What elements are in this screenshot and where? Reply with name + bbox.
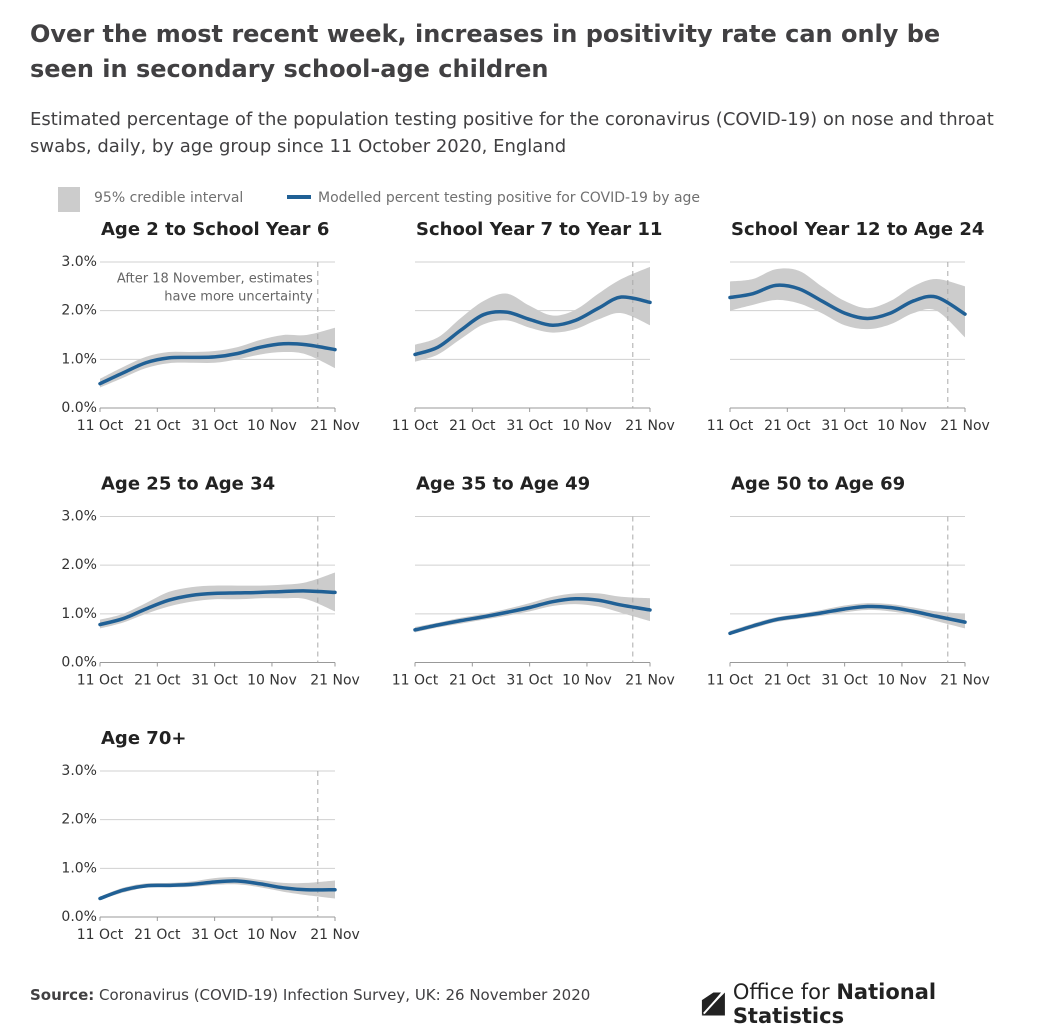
page-title: Over the most recent week, increases in … (30, 20, 941, 83)
series-line (98, 879, 337, 901)
x-tick-label: 31 Oct (506, 418, 553, 434)
page-subtitle: Estimated percentage of the population t… (30, 109, 994, 157)
x-tick-label: 11 Oct (707, 673, 754, 689)
x-tick-label: 10 Nov (562, 673, 612, 689)
chart-title: Age 50 to Age 69 (731, 474, 905, 495)
x-tick-label: 21 Oct (764, 418, 811, 434)
x-tick-label: 31 Oct (821, 418, 868, 434)
annotation: After 18 November, estimates (117, 272, 313, 287)
x-tick-label: 21 Oct (134, 927, 181, 943)
y-tick-label: 3.0% (61, 763, 97, 779)
y-tick-label: 0.0% (61, 909, 97, 925)
x-tick-label: 21 Oct (134, 418, 181, 434)
x-tick-label: 21 Oct (764, 673, 811, 689)
x-tick-label: 31 Oct (191, 927, 238, 943)
y-tick-label: 1.0% (61, 860, 97, 876)
logo-text: Office for (732, 980, 830, 1004)
x-tick-label: 10 Nov (877, 418, 927, 434)
chart-title: School Year 7 to Year 11 (416, 219, 662, 240)
source: Source: Coronavirus (COVID-19) Infection… (30, 986, 590, 1004)
x-tick-label: 31 Oct (191, 418, 238, 434)
chart-title: Age 25 to Age 34 (101, 474, 275, 495)
credible-interval (415, 592, 650, 633)
chart-title: Age 35 to Age 49 (416, 474, 590, 495)
y-tick-label: 0.0% (61, 655, 97, 671)
logo: Office for National Statistics (700, 980, 1041, 1028)
y-tick-label: 1.0% (61, 606, 97, 622)
x-tick-label: 10 Nov (247, 927, 297, 943)
x-tick-label: 21 Nov (625, 418, 675, 434)
chart-title: Age 70+ (101, 728, 186, 749)
x-tick-label: 10 Nov (877, 673, 927, 689)
x-tick-label: 10 Nov (247, 418, 297, 434)
legend-band-label: 95% credible interval (94, 190, 243, 206)
legend-band-swatch (58, 187, 80, 212)
x-tick-label: 11 Oct (707, 418, 754, 434)
credible-interval (415, 266, 650, 362)
x-tick-label: 31 Oct (191, 673, 238, 689)
x-tick-label: 11 Oct (392, 673, 439, 689)
credible-interval (100, 572, 335, 629)
x-tick-label: 10 Nov (562, 418, 612, 434)
x-tick-label: 31 Oct (821, 673, 868, 689)
x-tick-label: 21 Oct (449, 673, 496, 689)
x-tick-label: 31 Oct (506, 673, 553, 689)
legend-line-label: Modelled percent testing positive for CO… (318, 190, 700, 206)
x-tick-label: 21 Oct (449, 418, 496, 434)
x-tick-label: 21 Nov (310, 418, 360, 434)
x-tick-label: 11 Oct (392, 418, 439, 434)
series-line (728, 283, 967, 321)
chart-title: Age 2 to School Year 6 (101, 219, 329, 240)
x-tick-label: 21 Oct (134, 673, 181, 689)
credible-interval (100, 876, 335, 900)
series-line (413, 596, 652, 632)
x-tick-label: 10 Nov (247, 673, 297, 689)
y-tick-label: 2.0% (61, 812, 97, 828)
y-tick-label: 3.0% (61, 509, 97, 525)
charts: 95% credible interval Modelled percent t… (58, 187, 990, 943)
series-line (728, 604, 967, 636)
source-label: Source: (30, 986, 95, 1004)
series-line (98, 589, 337, 627)
series-line (98, 341, 337, 386)
y-tick-label: 2.0% (61, 557, 97, 573)
x-tick-label: 11 Oct (77, 673, 124, 689)
logo-icon (701, 992, 725, 1016)
x-tick-label: 21 Nov (310, 927, 360, 943)
x-tick-label: 21 Nov (940, 673, 990, 689)
source-text: Coronavirus (COVID-19) Infection Survey,… (99, 986, 591, 1004)
x-tick-label: 21 Nov (310, 673, 360, 689)
series-line (413, 295, 652, 357)
x-tick-label: 21 Nov (940, 418, 990, 434)
x-tick-label: 11 Oct (77, 418, 124, 434)
x-tick-label: 21 Nov (625, 673, 675, 689)
x-tick-label: 11 Oct (77, 927, 124, 943)
y-tick-label: 2.0% (61, 303, 97, 319)
y-tick-label: 0.0% (61, 400, 97, 416)
y-tick-label: 1.0% (61, 351, 97, 367)
chart-title: School Year 12 to Age 24 (731, 219, 984, 240)
credible-interval (730, 268, 965, 338)
annotation: have more uncertainty (164, 290, 313, 305)
y-tick-label: 3.0% (61, 254, 97, 270)
logo-text-bold: National Statistics (732, 980, 937, 1028)
